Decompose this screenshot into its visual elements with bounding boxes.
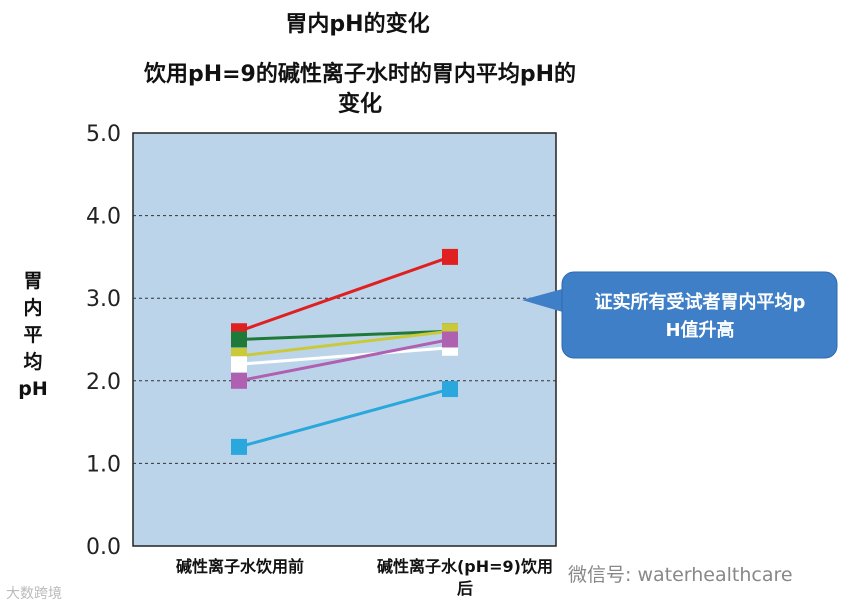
x-category-label: 碱性离子水(pH=9)饮用后	[376, 557, 553, 598]
series-line	[238, 338, 451, 383]
data-point	[231, 372, 247, 389]
series-line	[238, 329, 451, 341]
y-tick-label: 5.0	[86, 122, 121, 147]
plot-area	[132, 132, 557, 547]
series-line	[238, 255, 451, 333]
data-point	[442, 381, 458, 398]
series-line	[238, 329, 451, 358]
y-tick-label: 1.0	[86, 452, 121, 477]
y-axis-label: 胃内平均pH	[18, 270, 48, 400]
data-point	[442, 248, 458, 265]
data-point	[442, 331, 458, 348]
data-point	[231, 356, 247, 373]
x-category-label: 碱性离子水饮用前	[175, 557, 304, 576]
series-line	[238, 387, 451, 449]
y-tick-label: 0.0	[86, 535, 121, 560]
y-tick-label: 2.0	[86, 370, 121, 395]
callout-text-line: 证实所有受试者胃内平均p	[595, 291, 806, 313]
data-point	[231, 331, 247, 348]
callout-text-line: H值升高	[665, 319, 734, 341]
series-line	[238, 346, 451, 366]
callout-pointer	[522, 288, 566, 313]
data-point	[231, 438, 247, 455]
watermark-left: 大数跨境	[6, 586, 62, 602]
watermark-right: 微信号: waterhealthcare	[568, 564, 793, 586]
y-tick-label: 3.0	[86, 287, 121, 312]
y-tick-label: 4.0	[86, 205, 121, 230]
chart-title: 胃内pH的变化	[285, 12, 430, 37]
callout-box	[561, 271, 838, 359]
chart-subtitle: 饮用pH=9的碱性离子水时的胃内平均pH的变化	[143, 62, 577, 117]
